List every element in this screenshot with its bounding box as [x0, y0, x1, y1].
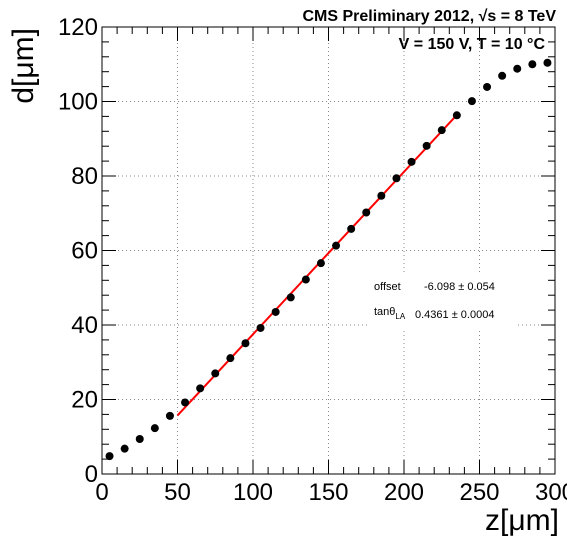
data-point	[392, 174, 401, 183]
stats-tan-value: 0.4361 ± 0.0004	[415, 309, 494, 321]
data-point	[467, 97, 476, 106]
data-point	[316, 259, 325, 268]
data-point	[271, 307, 280, 316]
data-point	[105, 452, 114, 461]
data-point	[135, 434, 144, 443]
stats-offset-value: -6.098 ± 0.054	[424, 281, 495, 293]
y-tick-label: 80	[71, 163, 98, 190]
y-tick-label: 0	[85, 461, 98, 488]
chart-header: CMS Preliminary 2012, √s = 8 TeV	[303, 8, 557, 25]
data-point	[241, 339, 250, 348]
data-point	[377, 191, 386, 200]
x-tick-label: 300	[535, 479, 567, 506]
stats-tan-label-main: tanθ	[374, 306, 395, 318]
data-point	[528, 60, 537, 69]
data-point	[362, 208, 371, 217]
data-point	[452, 111, 461, 120]
data-point	[332, 241, 341, 250]
data-point	[422, 141, 431, 150]
x-tick-label: 200	[384, 479, 424, 506]
data-point	[150, 424, 159, 433]
data-point	[513, 64, 522, 73]
x-axis-title: z[μm]	[485, 504, 559, 537]
stats-tan-label: tanθLA	[374, 306, 406, 321]
x-tick-label: 150	[308, 479, 348, 506]
y-tick-label: 20	[71, 387, 98, 414]
stats-box: offset -6.098 ± 0.054 tanθLA 0.4361 ± 0.…	[368, 272, 516, 328]
data-point	[120, 444, 129, 453]
data-point	[286, 293, 295, 302]
y-tick-label: 40	[71, 312, 98, 339]
y-axis-title: d[μm]	[7, 28, 40, 104]
stats-box-background	[368, 272, 516, 328]
y-tick-label: 60	[71, 238, 98, 265]
data-point	[498, 71, 507, 80]
data-point	[181, 398, 190, 407]
data-point	[165, 411, 174, 420]
data-point	[483, 82, 492, 91]
grid	[102, 27, 555, 474]
run-conditions: V = 150 V, T = 10 °C	[399, 36, 546, 53]
data-point	[407, 157, 416, 166]
x-tick-label: 50	[164, 479, 191, 506]
data-point	[543, 58, 552, 67]
x-tick-label: 100	[233, 479, 273, 506]
data-point	[211, 369, 220, 378]
data-point	[301, 275, 310, 284]
data-point	[226, 354, 235, 363]
axis-ticks	[101, 26, 556, 475]
y-tick-label: 120	[58, 14, 98, 41]
tick-labels: 0 50 100 150 200 250 300 0 20 40 60 80 100 120	[58, 14, 567, 506]
data-point	[196, 384, 205, 393]
data-points	[105, 58, 552, 461]
stats-offset-label: offset	[374, 281, 401, 293]
data-point	[256, 323, 265, 332]
y-tick-label: 100	[58, 89, 98, 116]
data-point	[437, 126, 446, 135]
stats-tan-label-sub: LA	[395, 312, 405, 321]
x-tick-label: 250	[459, 479, 499, 506]
x-tick-label: 0	[95, 479, 108, 506]
data-point	[347, 224, 356, 233]
